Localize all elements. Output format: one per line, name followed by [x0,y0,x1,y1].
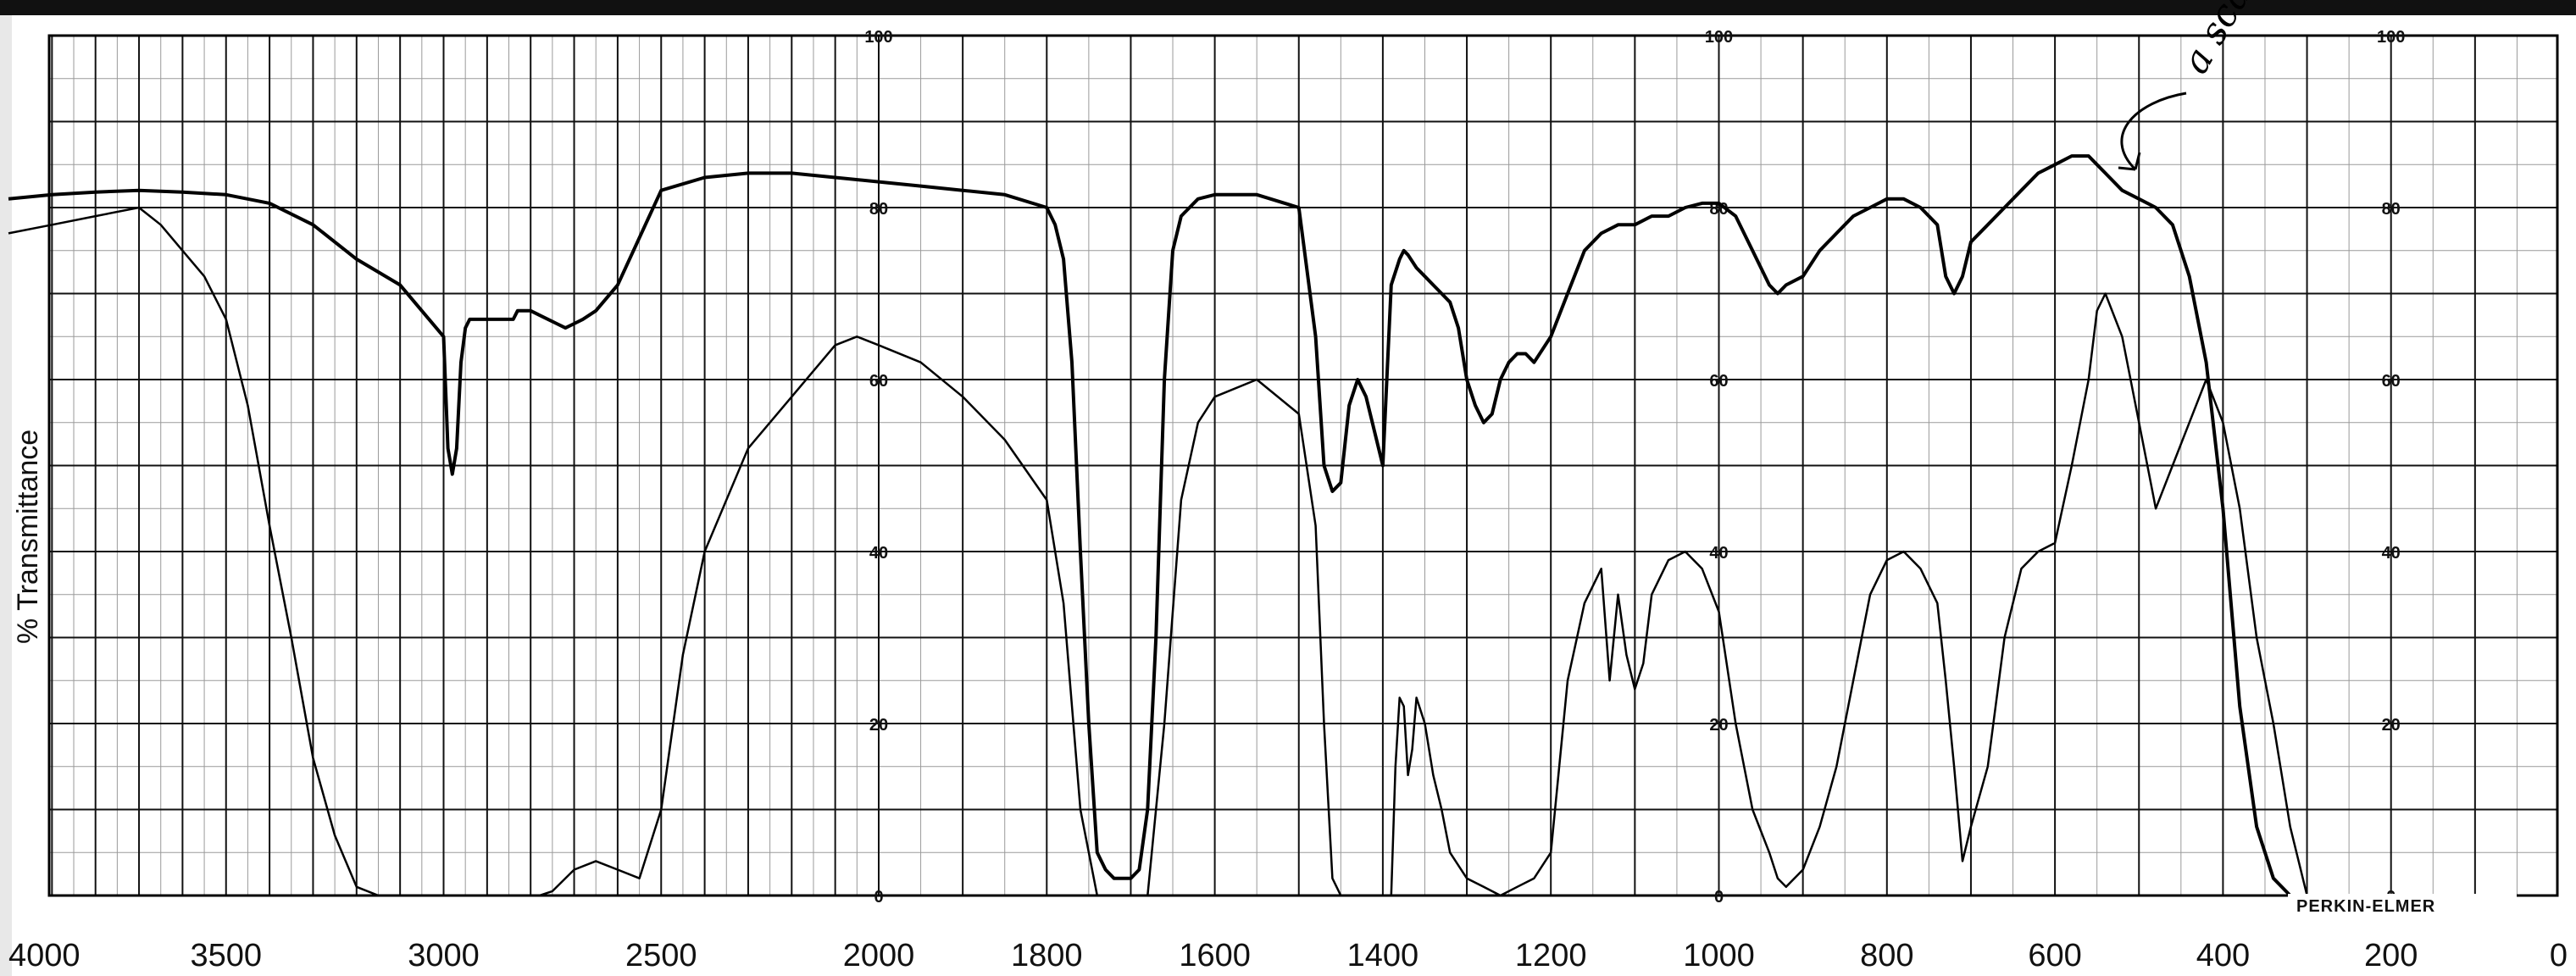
y-scale-label: 80 [2382,200,2401,219]
x-tick-label: 0 [2550,938,2568,973]
x-tick-label: 1200 [1515,938,1587,973]
y-scale-label: 100 [1705,28,1733,47]
y-scale-label: 100 [2377,28,2405,47]
left-perforation [0,15,12,976]
y-scale-label: 0 [874,888,883,907]
series-line-1 [8,154,2307,897]
y-scale-labels: 100806040200100806040200100806040200 [864,28,2405,907]
x-tick-label: 1400 [1347,938,1419,973]
x-tick-label: 1000 [1683,938,1755,973]
x-tick-label: 2000 [843,938,915,973]
y-scale-label: 60 [1709,372,1728,391]
x-tick-label: 600 [2028,938,2081,973]
y-scale-label: 40 [869,544,888,563]
x-tick-label: 1600 [1179,938,1251,973]
x-tick-label: 2500 [625,938,697,973]
y-scale-label: 80 [869,200,888,219]
x-tick-label: 4000 [8,938,80,973]
x-tick-label: 3000 [408,938,480,973]
y-scale-label: 40 [2382,544,2401,563]
x-tick-label: 3500 [190,938,262,973]
annotation-arrowhead [2118,152,2141,171]
brand-label: PERKIN-ELMER [2296,897,2435,916]
x-tick-label: 1800 [1011,938,1083,973]
y-scale-label: 20 [869,716,888,735]
annotation-arrow [2120,92,2187,171]
spectrum-series [8,154,2308,897]
y-scale-label: 100 [864,28,892,47]
x-tick-label: 200 [2364,938,2418,973]
top-border [0,0,2576,15]
y-axis-label: % Transmittance [12,430,44,644]
y-scale-label: 20 [1709,716,1728,735]
series-line-2 [8,206,2308,897]
x-tick-label: 800 [1860,938,1913,973]
y-scale-label: 60 [869,372,888,391]
y-scale-label: 40 [1709,544,1728,563]
x-tick-labels: 4000 3500 3000 2500 2000 1800 1600 1400 1200 1000… [8,938,2568,973]
y-scale-label: 20 [2382,716,2401,735]
plot-frame [47,34,2559,897]
y-scale-label: 60 [2382,372,2401,391]
brand-box [2288,894,2517,916]
y-scale-label: 0 [1714,888,1724,907]
x-tick-label: 400 [2196,938,2250,973]
